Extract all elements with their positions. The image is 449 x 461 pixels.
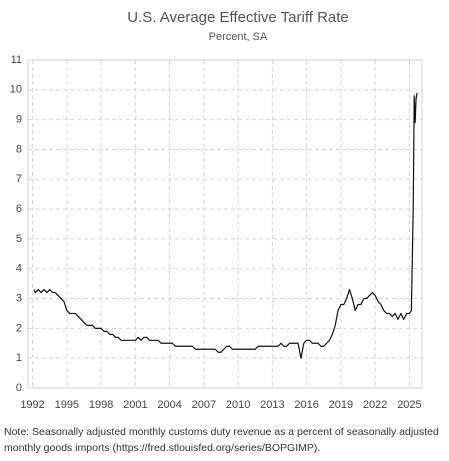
x-tick-label: 1998 bbox=[89, 399, 113, 411]
plot-frame bbox=[27, 59, 423, 389]
x-tick-label: 2016 bbox=[294, 399, 318, 411]
x-tick-label: 2022 bbox=[363, 399, 387, 411]
y-tick-label: 6 bbox=[16, 203, 22, 215]
x-tick-label: 2013 bbox=[260, 399, 284, 411]
y-tick-label: 10 bbox=[10, 84, 22, 96]
y-tick-label: 0 bbox=[16, 382, 22, 394]
y-tick-label: 4 bbox=[16, 263, 22, 275]
data-line bbox=[33, 92, 418, 359]
note: Note: Seasonally adjusted monthly custom… bbox=[4, 426, 439, 454]
x-tick-label: 2004 bbox=[157, 399, 181, 411]
x-tick-label: 1995 bbox=[55, 399, 79, 411]
x-tick-label: 2019 bbox=[329, 399, 353, 411]
chart-subtitle: Percent, SA bbox=[209, 31, 268, 43]
y-tick-label: 5 bbox=[16, 233, 22, 245]
x-tick-label: 1992 bbox=[20, 399, 44, 411]
y-tick-label: 9 bbox=[16, 114, 22, 126]
x-tick-label: 2010 bbox=[226, 399, 250, 411]
y-tick-label: 8 bbox=[16, 143, 22, 155]
chart: U.S. Average Effective Tariff Rate Perce… bbox=[10, 9, 423, 411]
x-tick-label: 2025 bbox=[397, 399, 421, 411]
y-tick-label: 11 bbox=[11, 54, 22, 66]
x-tick-label: 2007 bbox=[192, 399, 216, 411]
y-tick-label: 7 bbox=[16, 173, 22, 185]
y-tick-label: 2 bbox=[16, 322, 22, 334]
y-tick-label: 3 bbox=[16, 292, 22, 304]
chart-title: U.S. Average Effective Tariff Rate bbox=[127, 9, 349, 26]
y-tick-label: 1 bbox=[16, 352, 22, 364]
x-tick-label: 2001 bbox=[123, 399, 147, 411]
